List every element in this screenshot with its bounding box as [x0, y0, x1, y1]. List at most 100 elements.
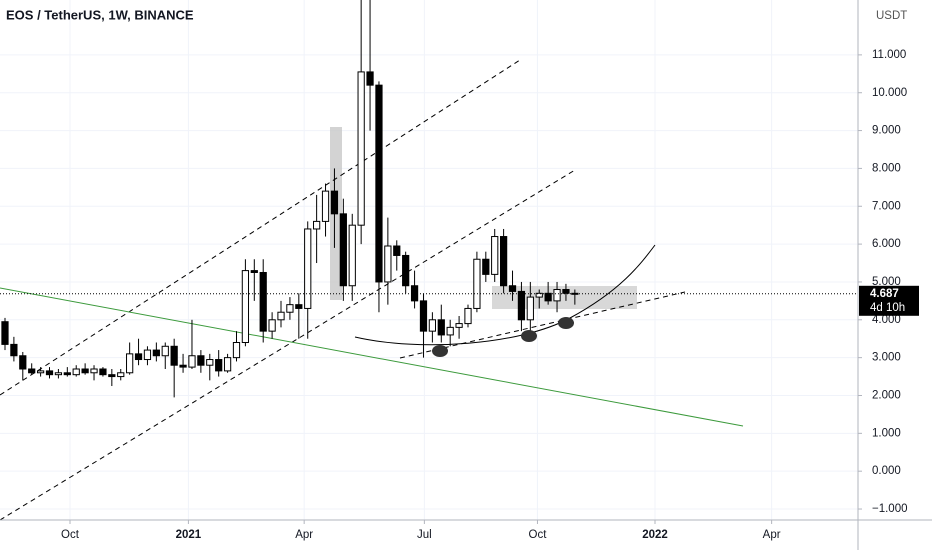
candle-body [81, 368, 89, 374]
marker [521, 330, 537, 342]
x-tick-label: Apr [295, 529, 313, 541]
candle-body [446, 326, 454, 336]
candle-body [535, 292, 543, 298]
candle-body [241, 270, 250, 344]
candle-body [339, 213, 347, 287]
candle-body [277, 311, 285, 321]
neckline [399, 291, 686, 359]
countdown-label: 4d 10h [870, 302, 905, 314]
candle-body [143, 349, 152, 361]
grid [0, 0, 858, 520]
candle-body [544, 292, 552, 302]
markers [432, 317, 574, 357]
x-tick-label: 2021 [176, 529, 202, 541]
candle-body [179, 364, 187, 368]
candle-body [562, 289, 570, 294]
candles [0, 0, 858, 398]
last-price-label: 4.687 [870, 288, 899, 300]
candle-body [482, 258, 490, 275]
candle-body [72, 368, 80, 376]
candle-body [134, 353, 143, 361]
candle-body [571, 292, 579, 295]
candle-body [63, 372, 71, 376]
candle-body [321, 190, 330, 222]
x-tick-label: Jul [417, 529, 432, 541]
candle-body [304, 228, 312, 309]
y-tick-label: −1.000 [872, 503, 908, 515]
candle-body [36, 370, 45, 374]
x-tick-label: Oct [529, 529, 548, 541]
candle-body [206, 359, 214, 366]
candle-body [286, 304, 294, 313]
currency-label: USDT [876, 10, 907, 22]
candle-body [108, 374, 116, 378]
candle-body [357, 71, 365, 226]
y-tick-label: 2.000 [872, 390, 901, 402]
trend-line [0, 59, 521, 396]
candle-body [295, 304, 303, 309]
candle-body [152, 349, 160, 357]
candle-body [473, 258, 481, 309]
candle-body [1, 321, 9, 345]
candle-body [526, 296, 534, 321]
candle-body [553, 289, 561, 302]
candle-body [428, 319, 436, 332]
y-tick-label: 10.000 [872, 87, 907, 99]
marker [558, 317, 574, 329]
axes: −1.000 0.000 1.000 2.000 3.000 4.000 5.000 6.00… [61, 49, 919, 541]
candle-body [508, 285, 517, 292]
candle-body [491, 236, 499, 275]
y-tick-label: 7.000 [872, 200, 901, 212]
y-tick-label: 1.000 [872, 427, 901, 439]
candle-body [99, 368, 107, 376]
last-price-box [859, 285, 919, 316]
trend-line [0, 169, 576, 520]
candle-body [268, 319, 276, 332]
candle-body [126, 353, 134, 374]
candle-body [455, 323, 463, 328]
x-tick-label: 2022 [642, 529, 668, 541]
candle-body [232, 342, 241, 359]
y-tick-label: 11.000 [872, 49, 906, 61]
y-tick-label: 8.000 [872, 162, 901, 174]
candle-body [259, 271, 267, 332]
x-tick-label: Oct [61, 529, 80, 541]
candle-body [384, 245, 392, 283]
candle-body [45, 370, 54, 376]
candle-body [223, 357, 232, 372]
y-tick-label: 5.000 [872, 276, 901, 288]
y-tick-label: 0.000 [872, 465, 901, 477]
candle-body [393, 245, 401, 256]
x-tick-label: Apr [763, 529, 781, 541]
support-line [0, 287, 744, 427]
candle-body [250, 270, 258, 273]
marker [432, 345, 448, 357]
candle-body [500, 236, 508, 287]
candle-body [517, 290, 526, 321]
y-tick-label: 9.000 [872, 125, 901, 137]
candle-body [215, 359, 223, 372]
chart-title: EOS / TetherUS, 1W, BINANCE [6, 7, 194, 22]
candle-body [28, 368, 36, 374]
candle-body [19, 355, 27, 370]
y-tick-label: 6.000 [872, 238, 901, 250]
candle-body [188, 355, 196, 368]
candle-body [170, 345, 178, 366]
candle-body [330, 190, 339, 215]
candle-body [464, 307, 472, 325]
candle-body [313, 220, 321, 230]
candle-body [366, 71, 374, 86]
candle-body [375, 84, 383, 283]
y-tick-label: 4.000 [872, 314, 901, 326]
candle-body [117, 372, 125, 378]
candle-body [10, 343, 18, 357]
candle-body [197, 355, 205, 366]
candle-body [402, 254, 410, 287]
candle-body [437, 319, 445, 336]
candle-body [161, 345, 169, 357]
candle-body [419, 300, 428, 332]
drawings [0, 59, 744, 520]
candle-body [90, 368, 98, 374]
y-tick-label: 3.000 [872, 352, 901, 364]
